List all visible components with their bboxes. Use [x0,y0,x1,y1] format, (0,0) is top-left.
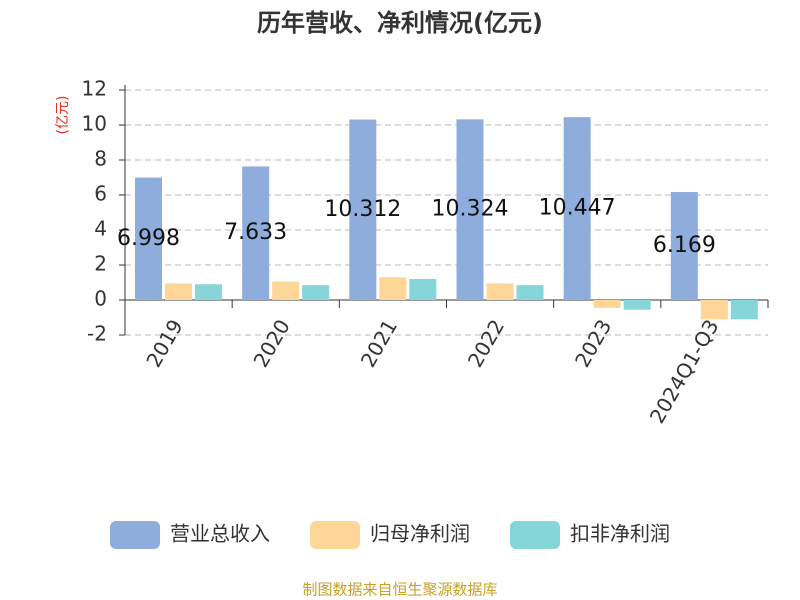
y-tick-label: 12 [82,77,107,101]
bar [563,117,591,301]
y-axis-label: (亿元) [55,96,71,135]
y-tick-label: -2 [87,322,107,346]
data-label: 7.633 [224,220,287,245]
bar [593,300,621,308]
y-tick-label: 10 [82,112,107,136]
data-label: 6.169 [653,233,716,258]
x-tick-label: 2022 [463,315,509,371]
x-tick-label: 2021 [356,315,402,371]
bar [165,283,192,300]
bar [409,279,437,300]
data-label: 10.324 [432,197,509,222]
y-tick-label: 4 [94,217,107,241]
bar [379,277,407,300]
bar [242,166,270,300]
x-tick-label: 2023 [570,315,616,371]
bar [670,192,698,300]
bar [700,300,728,320]
bar [456,119,484,300]
source-note: 制图数据来自恒生聚源数据库 [302,581,497,599]
legend-swatch [510,521,560,549]
legend-swatch [310,521,360,549]
bar [349,119,377,300]
x-tick-label: 2024Q1-Q3 [645,315,724,427]
legend-swatch [110,521,160,549]
x-tick-label: 2020 [249,315,295,371]
legend-label: 归母净利润 [370,522,470,546]
bar [730,300,758,320]
data-label: 10.447 [539,196,616,221]
y-tick-label: 0 [94,287,107,311]
y-tick-label: 6 [94,182,107,206]
bar [135,177,162,300]
legend-label: 扣非净利润 [570,522,670,546]
bar [195,284,222,300]
x-tick-label: 2019 [141,315,187,371]
bar [272,281,300,300]
bar [486,283,514,300]
y-tick-label: 2 [94,252,107,276]
legend-label: 营业总收入 [170,522,270,546]
y-tick-label: 8 [94,147,107,171]
data-label: 10.312 [324,197,401,222]
bar [302,285,330,300]
bar [623,300,651,310]
data-label: 6.998 [117,226,180,251]
bar [516,285,544,300]
chart-title: 历年营收、净利情况(亿元) [257,9,543,37]
